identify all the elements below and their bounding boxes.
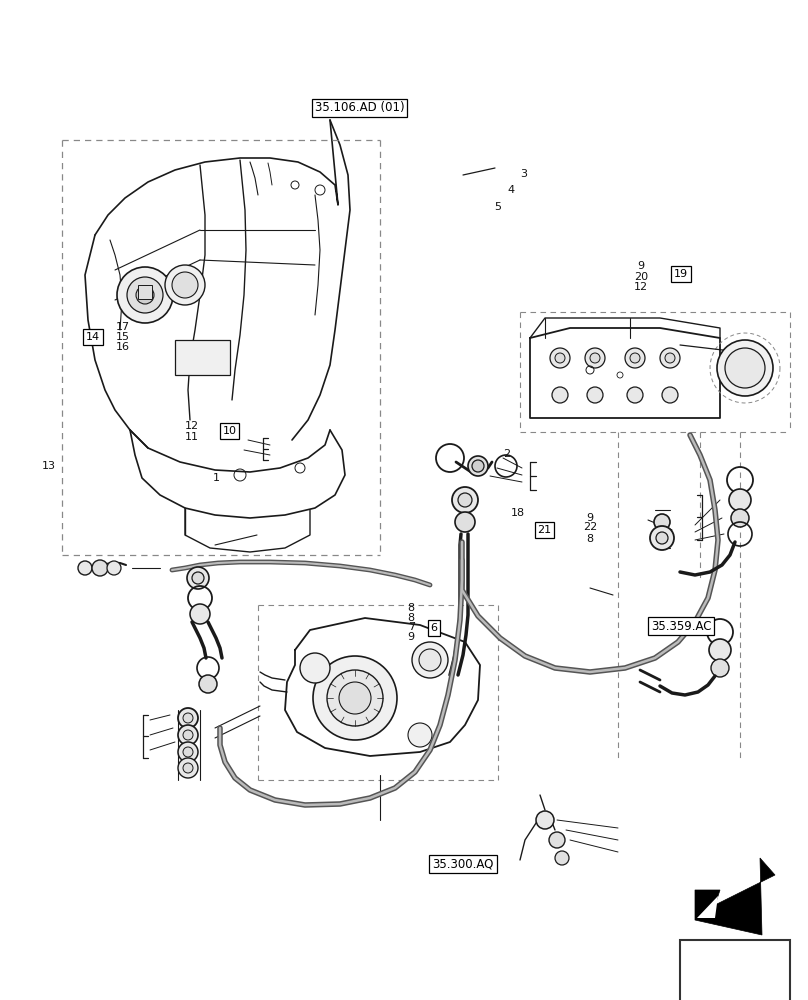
Circle shape <box>717 340 773 396</box>
Text: 35.300.AQ: 35.300.AQ <box>432 857 494 870</box>
Circle shape <box>555 353 565 363</box>
Circle shape <box>178 725 198 745</box>
Circle shape <box>587 387 603 403</box>
Circle shape <box>178 742 198 762</box>
Circle shape <box>107 561 121 575</box>
Circle shape <box>172 272 198 298</box>
Circle shape <box>709 639 731 661</box>
Circle shape <box>731 509 749 527</box>
Text: 12: 12 <box>633 282 648 292</box>
Text: 3: 3 <box>520 169 527 179</box>
Text: 20: 20 <box>633 272 648 282</box>
Circle shape <box>178 708 198 728</box>
Circle shape <box>654 514 670 530</box>
Text: 21: 21 <box>537 525 552 535</box>
Circle shape <box>662 387 678 403</box>
Circle shape <box>552 387 568 403</box>
Circle shape <box>468 456 488 476</box>
Circle shape <box>190 604 210 624</box>
Circle shape <box>630 353 640 363</box>
Circle shape <box>192 572 204 584</box>
Circle shape <box>117 267 173 323</box>
Text: 5: 5 <box>494 202 501 212</box>
Text: 4: 4 <box>507 185 514 195</box>
Text: 35.359.AC: 35.359.AC <box>651 619 711 633</box>
Text: 8: 8 <box>587 534 593 544</box>
Text: 18: 18 <box>511 508 525 518</box>
Circle shape <box>452 487 478 513</box>
Polygon shape <box>695 858 775 935</box>
Text: 9: 9 <box>587 513 593 523</box>
Circle shape <box>419 649 441 671</box>
Text: 9: 9 <box>638 261 644 271</box>
Circle shape <box>458 493 472 507</box>
Circle shape <box>408 723 432 747</box>
Text: 13: 13 <box>41 461 56 471</box>
Circle shape <box>590 353 600 363</box>
Circle shape <box>187 567 209 589</box>
Text: 8: 8 <box>408 613 415 623</box>
Text: 2: 2 <box>503 449 510 459</box>
Circle shape <box>650 526 674 550</box>
Circle shape <box>92 560 108 576</box>
Circle shape <box>627 387 643 403</box>
Circle shape <box>300 653 330 683</box>
Circle shape <box>550 348 570 368</box>
Circle shape <box>183 730 193 740</box>
Polygon shape <box>697 896 718 918</box>
Circle shape <box>585 348 605 368</box>
Text: 9: 9 <box>408 632 415 642</box>
Text: 6: 6 <box>431 623 437 633</box>
Text: 16: 16 <box>116 342 130 352</box>
Circle shape <box>183 763 193 773</box>
Circle shape <box>660 348 680 368</box>
Circle shape <box>472 460 484 472</box>
Circle shape <box>656 532 668 544</box>
Text: 14: 14 <box>86 332 100 342</box>
Text: 15: 15 <box>116 332 130 342</box>
Text: 11: 11 <box>184 432 199 442</box>
Circle shape <box>549 832 565 848</box>
Text: 19: 19 <box>674 269 688 279</box>
Text: 8: 8 <box>408 603 415 613</box>
Circle shape <box>412 642 448 678</box>
Circle shape <box>313 656 397 740</box>
Circle shape <box>555 851 569 865</box>
Circle shape <box>536 811 554 829</box>
Circle shape <box>339 682 371 714</box>
Circle shape <box>665 353 675 363</box>
Circle shape <box>127 277 163 313</box>
Circle shape <box>136 286 154 304</box>
Circle shape <box>183 713 193 723</box>
Circle shape <box>711 659 729 677</box>
Circle shape <box>165 265 205 305</box>
Circle shape <box>78 561 92 575</box>
Text: 7: 7 <box>408 622 415 632</box>
Text: 35.106.AD (01): 35.106.AD (01) <box>315 102 404 114</box>
Text: 22: 22 <box>583 522 597 532</box>
Text: 12: 12 <box>184 421 199 431</box>
Text: 1: 1 <box>213 473 220 483</box>
Bar <box>680 940 790 1000</box>
Circle shape <box>729 489 751 511</box>
Text: 17: 17 <box>116 322 130 332</box>
Bar <box>138 285 152 299</box>
Circle shape <box>199 675 217 693</box>
Circle shape <box>625 348 645 368</box>
Text: 10: 10 <box>222 426 237 436</box>
Circle shape <box>183 747 193 757</box>
Circle shape <box>178 758 198 778</box>
Circle shape <box>725 348 765 388</box>
Bar <box>175 340 230 375</box>
Circle shape <box>455 512 475 532</box>
Circle shape <box>327 670 383 726</box>
